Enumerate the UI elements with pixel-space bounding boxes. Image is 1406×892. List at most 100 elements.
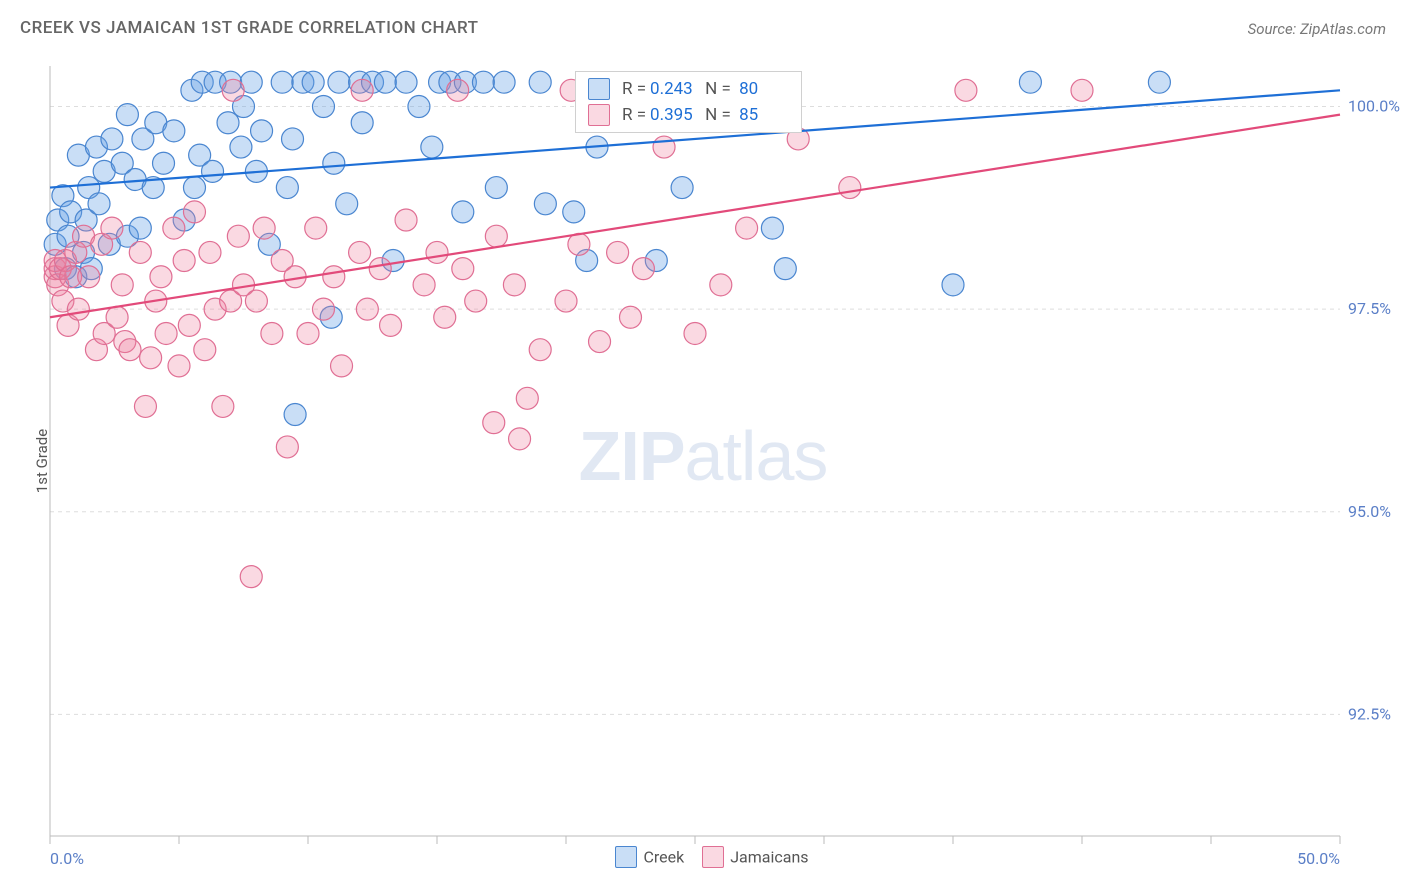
data-point	[710, 274, 732, 296]
data-point	[955, 79, 977, 101]
data-point	[671, 177, 693, 199]
data-point	[529, 339, 551, 361]
data-point	[568, 233, 590, 255]
ytick-label: 95.0%	[1348, 502, 1391, 521]
data-point	[485, 225, 507, 247]
data-point	[312, 298, 334, 320]
data-point	[163, 120, 185, 142]
data-point	[408, 96, 430, 118]
data-point	[503, 274, 525, 296]
data-point	[356, 298, 378, 320]
legend-row: R = 0.395 N = 85	[576, 102, 801, 128]
data-point	[493, 71, 515, 93]
data-point	[173, 250, 195, 272]
data-point	[1148, 71, 1170, 93]
data-point	[150, 266, 172, 288]
data-point	[276, 436, 298, 458]
data-point	[323, 152, 345, 174]
data-point	[323, 266, 345, 288]
legend-r-label: R =	[622, 105, 646, 125]
chart-title: CREEK VS JAMAICAN 1ST GRADE CORRELATION …	[20, 18, 479, 38]
data-point	[328, 71, 350, 93]
data-point	[183, 201, 205, 223]
data-point	[101, 217, 123, 239]
data-point	[529, 71, 551, 93]
data-point	[227, 225, 249, 247]
legend-n-value: 80	[739, 79, 758, 99]
data-point	[374, 71, 396, 93]
data-point	[199, 241, 221, 263]
data-point	[413, 274, 435, 296]
data-point	[297, 322, 319, 344]
data-point	[129, 241, 151, 263]
data-point	[761, 217, 783, 239]
data-point	[183, 177, 205, 199]
legend-n-label: N =	[697, 79, 735, 99]
data-point	[202, 160, 224, 182]
data-point	[607, 241, 629, 263]
data-point	[276, 177, 298, 199]
data-point	[119, 339, 141, 361]
data-point	[774, 258, 796, 280]
data-point	[684, 322, 706, 344]
data-point	[447, 79, 469, 101]
data-point	[305, 217, 327, 239]
legend-n-value: 85	[739, 105, 758, 125]
legend-r-label: R =	[622, 79, 646, 99]
chart-header: CREEK VS JAMAICAN 1ST GRADE CORRELATION …	[0, 0, 1406, 46]
data-point	[839, 177, 861, 199]
data-point	[168, 355, 190, 377]
legend-swatch	[588, 104, 610, 126]
data-point	[178, 314, 200, 336]
ytick-label: 100.0%	[1348, 97, 1400, 116]
data-point	[212, 395, 234, 417]
data-point	[101, 128, 123, 150]
y-axis-label: 1st Grade	[33, 429, 51, 493]
legend-series: CreekJamaicans	[0, 846, 1406, 868]
data-point	[302, 71, 324, 93]
data-point	[620, 306, 642, 328]
data-point	[284, 404, 306, 426]
data-point	[483, 412, 505, 434]
data-point	[245, 290, 267, 312]
data-point	[140, 347, 162, 369]
chart-source: Source: ZipAtlas.com	[1248, 20, 1386, 38]
ytick-label: 97.5%	[1348, 299, 1391, 318]
legend-row: R = 0.243 N = 80	[576, 76, 801, 102]
data-point	[78, 266, 100, 288]
data-point	[395, 209, 417, 231]
data-point	[331, 355, 353, 377]
data-point	[1071, 79, 1093, 101]
data-point	[230, 136, 252, 158]
data-point	[155, 322, 177, 344]
data-point	[349, 241, 371, 263]
data-point	[942, 274, 964, 296]
data-point	[129, 217, 151, 239]
data-point	[351, 112, 373, 134]
data-point	[485, 177, 507, 199]
legend-r-value: 0.243	[650, 79, 693, 99]
legend-label: Jamaicans	[730, 848, 808, 867]
data-point	[421, 136, 443, 158]
legend-r-value: 0.395	[650, 105, 693, 125]
data-point	[194, 339, 216, 361]
data-point	[222, 79, 244, 101]
chart-area: 1st Grade 92.5%95.0%97.5%100.0%0.0%50.0%…	[0, 46, 1406, 876]
legend-n-label: N =	[697, 105, 735, 125]
data-point	[1019, 71, 1041, 93]
ytick-label: 92.5%	[1348, 704, 1391, 723]
data-point	[261, 322, 283, 344]
data-point	[534, 193, 556, 215]
data-point	[452, 201, 474, 223]
data-point	[106, 306, 128, 328]
data-point	[653, 136, 675, 158]
data-point	[589, 331, 611, 353]
data-point	[632, 258, 654, 280]
data-point	[116, 104, 138, 126]
data-point	[88, 193, 110, 215]
data-point	[163, 217, 185, 239]
data-point	[395, 71, 417, 93]
legend-swatch	[702, 846, 724, 868]
data-point	[134, 395, 156, 417]
data-point	[426, 241, 448, 263]
